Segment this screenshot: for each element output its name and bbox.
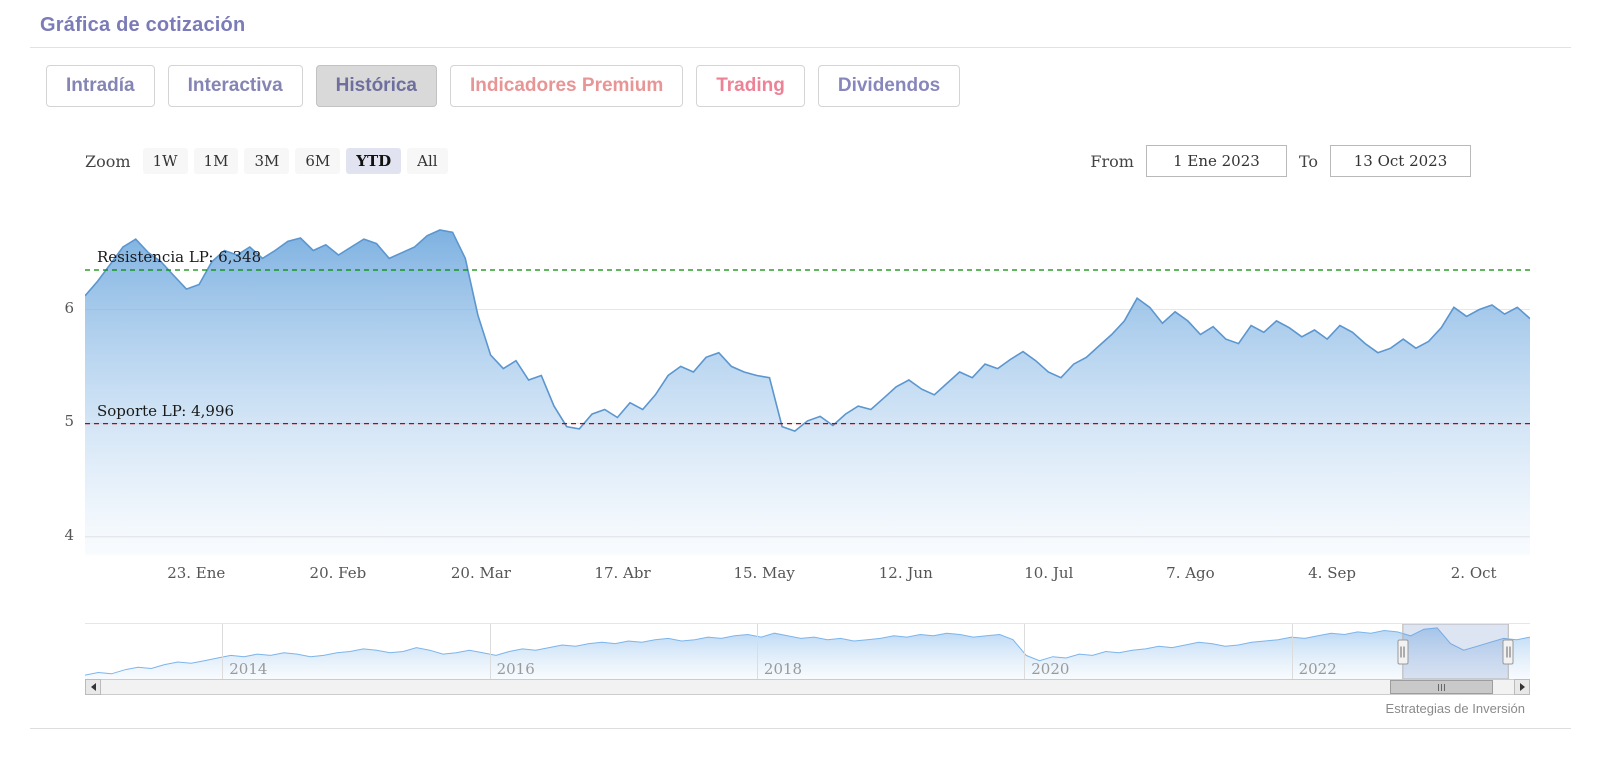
x-axis-label: 10. Jul [1024, 564, 1074, 582]
y-axis-label-4: 4 [64, 525, 74, 544]
resistance-line-label: Resistencia LP: 6,348 [97, 248, 262, 266]
x-axis-label: 4. Sep [1308, 564, 1356, 582]
zoom-button-3m[interactable]: 3M [244, 148, 290, 174]
scrollbar-left-arrow-icon[interactable] [85, 679, 101, 695]
zoom-button-1m[interactable]: 1M [193, 148, 239, 174]
zoom-button-ytd[interactable]: YTD [346, 148, 402, 174]
navigator-year-tick: 2020 [1024, 624, 1069, 679]
chart-navigator[interactable]: 2014 2016 2018 2020 2022 [85, 623, 1530, 679]
to-date-input[interactable] [1330, 145, 1471, 177]
x-axis-label: 2. Oct [1450, 564, 1497, 582]
x-axis-label: 23. Ene [167, 564, 226, 582]
scrollbar-track[interactable] [101, 679, 1514, 695]
tab-indicadores-premium[interactable]: Indicadores Premium [449, 65, 684, 107]
left-triangle-icon [90, 683, 96, 691]
navigator-year-label: 2014 [229, 660, 268, 678]
zoom-buttons: 1W 1M 3M 6M YTD All [142, 148, 448, 174]
zoom-button-1w[interactable]: 1W [142, 148, 188, 174]
navigator-year-tick: 2014 [222, 624, 267, 679]
to-label: To [1298, 151, 1318, 171]
tab-intradia[interactable]: Intradía [46, 65, 155, 107]
x-axis-label: 7. Ago [1166, 564, 1215, 582]
page-header: Gráfica de cotización [30, 0, 1571, 48]
right-triangle-icon [1519, 683, 1525, 691]
y-axis-label-5: 5 [64, 412, 74, 431]
x-axis-label: 20. Mar [450, 564, 511, 582]
x-axis-label: 15. May [733, 564, 795, 582]
from-date-input[interactable] [1145, 145, 1287, 177]
tab-interactiva[interactable]: Interactiva [167, 65, 303, 107]
y-axis-label-6: 6 [64, 298, 74, 317]
page-container: Gráfica de cotización Intradía Interactiv… [30, 0, 1571, 747]
navigator-year-label: 2022 [1298, 660, 1337, 678]
navigator-year-label: 2018 [763, 660, 803, 678]
zoom-button-all[interactable]: All [407, 148, 448, 174]
x-axis-label: 12. Jun [878, 564, 933, 582]
zoom-label: Zoom [85, 151, 131, 171]
x-axis-label: 20. Feb [309, 564, 367, 582]
navigator-year-tick: 2016 [489, 624, 535, 679]
price-chart[interactable]: 4 5 6 Resistencia LP: 6,348 Soporte LP: 4,… [64, 205, 1530, 555]
support-line-label: Soporte LP: 4,996 [97, 401, 235, 420]
navigator-year-label: 2016 [496, 660, 535, 678]
from-label: From [1090, 151, 1134, 171]
scrollbar-right-arrow-icon[interactable] [1514, 679, 1530, 695]
bottom-divider [30, 728, 1571, 747]
scrollbar-thumb[interactable] [1389, 680, 1493, 694]
attribution: Estrategias de Inversión [1385, 701, 1525, 716]
zoom-group: Zoom 1W 1M 3M 6M YTD All [85, 148, 448, 174]
chart-scrollbar [85, 679, 1530, 695]
page-title: Gráfica de cotización [40, 14, 246, 36]
zoom-button-6m[interactable]: 6M [295, 148, 341, 174]
tab-dividendos[interactable]: Dividendos [817, 65, 961, 107]
tab-bar: Intradía Interactiva Histórica Indicadores … [46, 65, 1571, 107]
tab-historica[interactable]: Histórica [315, 65, 437, 107]
x-axis-label: 17. Abr [594, 564, 651, 582]
navigator-year-label: 2020 [1031, 660, 1070, 678]
navigator-year-tick: 2018 [756, 624, 802, 679]
price-chart-canvas[interactable] [85, 205, 1530, 555]
navigator-right-handle-icon[interactable] [1502, 639, 1514, 664]
tab-trading[interactable]: Trading [696, 65, 805, 107]
date-range-group: From To [1090, 145, 1471, 177]
navigator-year-tick: 2022 [1291, 624, 1337, 679]
navigator-left-handle-icon[interactable] [1397, 639, 1409, 664]
x-axis-labels: 23. Ene 20. Feb 20. Mar 17. Abr 15. May 12. J… [85, 555, 1530, 587]
